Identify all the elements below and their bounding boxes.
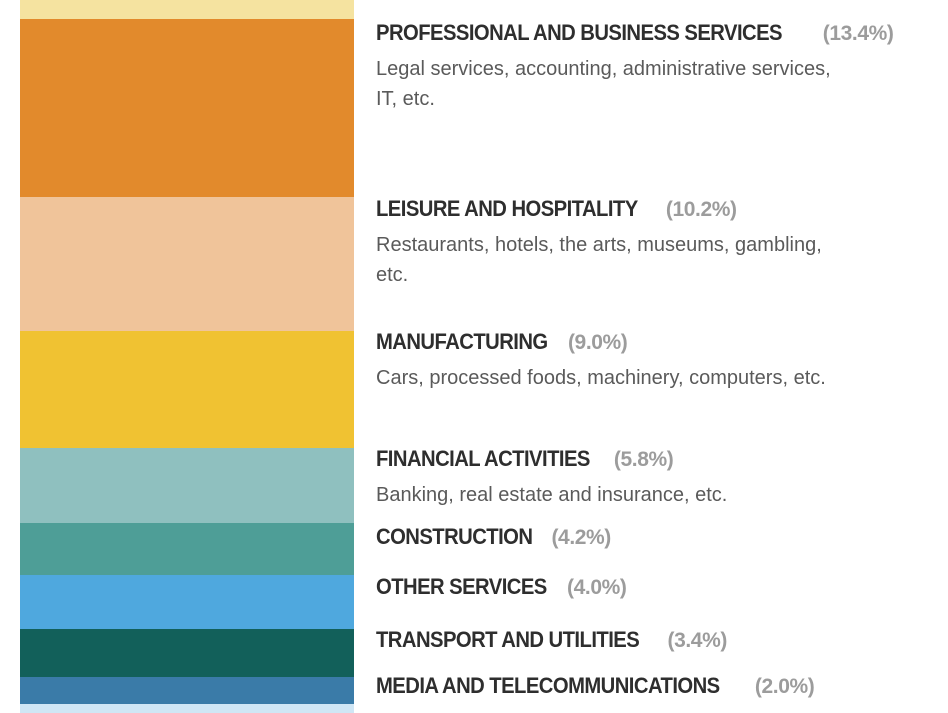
sector-heading: MANUFACTURING (9.0%) bbox=[376, 328, 936, 359]
sector-heading: CONSTRUCTION (4.2%) bbox=[376, 523, 936, 554]
stacked-bar bbox=[20, 0, 354, 713]
sector-label-block: FINANCIAL ACTIVITIES (5.8%) Banking, real… bbox=[376, 445, 936, 510]
sector-percentage: (3.4%) bbox=[662, 629, 727, 652]
sector-name: FINANCIAL ACTIVITIES bbox=[376, 446, 590, 471]
bar-segment-construction bbox=[20, 523, 354, 575]
sector-percentage: (4.0%) bbox=[561, 576, 627, 599]
bar-segment-financial-activities bbox=[20, 448, 354, 523]
bar-segment-leisure-and-hospitality bbox=[20, 197, 354, 331]
sector-label-block: MANUFACTURING (9.0%) Cars, processed food… bbox=[376, 328, 936, 393]
sector-description: Legal services, accounting, administrati… bbox=[376, 58, 831, 110]
sector-name: PROFESSIONAL AND BUSINESS SERVICES bbox=[376, 20, 783, 45]
bar-segment-partial bbox=[20, 0, 354, 19]
sector-name: MEDIA AND TELECOMMUNICATIONS bbox=[376, 673, 720, 698]
sector-percentage: (4.2%) bbox=[546, 526, 611, 549]
sector-heading: TRANSPORT AND UTILITIES (3.4%) bbox=[376, 626, 936, 657]
bar-segment-transport-and-utilities bbox=[20, 629, 354, 677]
sector-label-block: LEISURE AND HOSPITALITY (10.2%) Restauran… bbox=[376, 195, 936, 290]
sector-name: TRANSPORT AND UTILITIES bbox=[376, 627, 640, 652]
bar-segment-manufacturing bbox=[20, 331, 354, 448]
sector-heading: OTHER SERVICES (4.0%) bbox=[376, 573, 936, 604]
sector-percentage: (9.0%) bbox=[562, 331, 628, 354]
sector-description: Banking, real estate and insurance, etc. bbox=[376, 484, 728, 506]
sector-heading: FINANCIAL ACTIVITIES (5.8%) bbox=[376, 445, 936, 476]
sector-description: Restaurants, hotels, the arts, museums, … bbox=[376, 234, 822, 286]
sector-percentage: (2.0%) bbox=[749, 675, 815, 698]
bar-segment-other-services bbox=[20, 575, 354, 629]
sector-heading: PROFESSIONAL AND BUSINESS SERVICES (13.4… bbox=[376, 19, 936, 50]
sector-percentage: (13.4%) bbox=[817, 22, 894, 45]
sector-label-block: TRANSPORT AND UTILITIES (3.4%) bbox=[376, 626, 936, 657]
sector-name: MANUFACTURING bbox=[376, 329, 548, 354]
sector-name: OTHER SERVICES bbox=[376, 574, 547, 599]
bar-segment-professional-and-business-services bbox=[20, 19, 354, 197]
sector-name: LEISURE AND HOSPITALITY bbox=[376, 196, 638, 221]
sector-label-block: CONSTRUCTION (4.2%) bbox=[376, 523, 936, 554]
sector-heading: LEISURE AND HOSPITALITY (10.2%) bbox=[376, 195, 936, 226]
sector-percentage: (5.8%) bbox=[608, 448, 674, 471]
sector-label-block: PROFESSIONAL AND BUSINESS SERVICES (13.4… bbox=[376, 19, 936, 114]
sector-name: CONSTRUCTION bbox=[376, 524, 533, 549]
sector-label-block: OTHER SERVICES (4.0%) bbox=[376, 573, 936, 604]
sector-description: Cars, processed foods, machinery, comput… bbox=[376, 367, 826, 389]
bar-segment-partial bbox=[20, 704, 354, 713]
sector-percentage: (10.2%) bbox=[660, 198, 737, 221]
sector-label-block: MEDIA AND TELECOMMUNICATIONS (2.0%) bbox=[376, 672, 936, 703]
sector-heading: MEDIA AND TELECOMMUNICATIONS (2.0%) bbox=[376, 672, 936, 703]
bar-segment-media-and-telecommunications bbox=[20, 677, 354, 704]
